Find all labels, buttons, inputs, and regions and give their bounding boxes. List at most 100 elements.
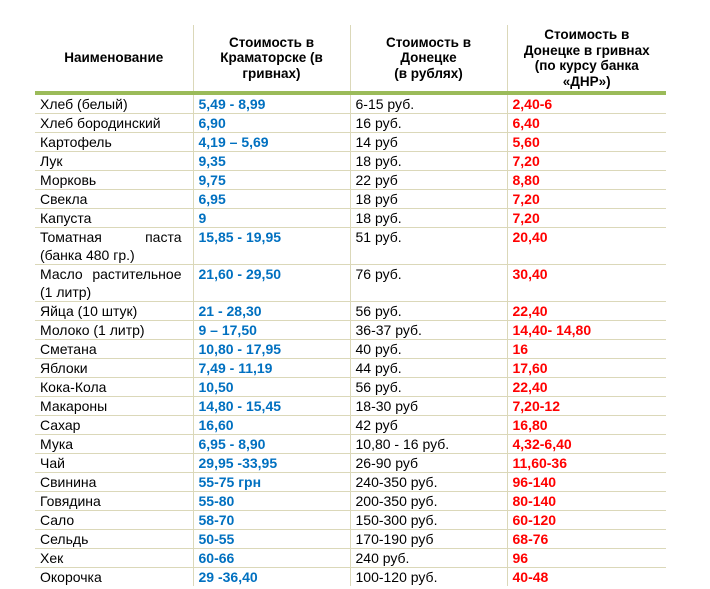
donetsk-uah-price-cell: 80-140 (507, 491, 666, 511)
product-name-cell: Капуста (35, 208, 194, 228)
product-name-cell: Мука (35, 434, 194, 454)
kramatorsk-price-cell: 6,90 (193, 113, 351, 133)
donetsk-rub-price-cell: 16 руб. (350, 113, 508, 133)
kramatorsk-price-cell: 10,50 (193, 377, 351, 397)
donetsk-rub-price-cell: 10,80 - 16 руб. (350, 434, 508, 454)
donetsk-rub-price-cell: 200-350 руб. (350, 491, 508, 511)
product-name-cell: Молоко (1 литр) (35, 320, 194, 340)
product-name-cell: Чай (35, 453, 194, 473)
header-row: Наименование Стоимость в Краматорске (в … (35, 25, 666, 95)
donetsk-uah-price-cell: 22,40 (507, 301, 666, 321)
product-name-cell: Масло растительное (1 литр) (35, 264, 194, 302)
table-row: Сметана 10,80 - 17,95 40 руб. 16 (35, 339, 666, 359)
product-name-cell: Сало (35, 510, 194, 530)
kramatorsk-price-cell: 9,35 (193, 151, 351, 171)
header-kramatorsk-price: Стоимость в Краматорске (в гривнах) (193, 25, 351, 95)
product-name-cell: Свекла (35, 189, 194, 209)
kramatorsk-price-cell: 50-55 (193, 529, 351, 549)
donetsk-rub-price-cell: 150-300 руб. (350, 510, 508, 530)
table-row: Хлеб бородинский 6,90 16 руб. 6,40 (35, 113, 666, 133)
product-name-cell: Хлеб бородинский (35, 113, 194, 133)
kramatorsk-price-cell: 10,80 - 17,95 (193, 339, 351, 359)
donetsk-uah-price-cell: 68-76 (507, 529, 666, 549)
donetsk-rub-price-cell: 18 руб. (350, 208, 508, 228)
header-donetsk-rub-price: Стоимость в Донецке (в рублях) (350, 25, 508, 95)
donetsk-uah-price-cell: 7,20 (507, 151, 666, 171)
table-row: Макароны 14,80 - 15,45 18-30 руб 7,20-12 (35, 396, 666, 416)
product-name-cell: Лук (35, 151, 194, 171)
donetsk-uah-price-cell: 22,40 (507, 377, 666, 397)
donetsk-uah-price-cell: 14,40- 14,80 (507, 320, 666, 340)
table-row: Молоко (1 литр) 9 – 17,50 36-37 руб. 14,40-… (35, 320, 666, 340)
table-row: Чай 29,95 -33,95 26-90 руб 11,60-36 (35, 453, 666, 473)
kramatorsk-price-cell: 55-75 грн (193, 472, 351, 492)
table-row: Окорочка 29 -36,40 100-120 руб. 40-48 (35, 567, 666, 586)
donetsk-rub-price-cell: 51 руб. (350, 227, 508, 265)
donetsk-uah-price-cell: 8,80 (507, 170, 666, 190)
product-name-cell: Сахар (35, 415, 194, 435)
donetsk-uah-price-cell: 40-48 (512, 569, 549, 585)
donetsk-rub-price-cell: 18-30 руб (350, 396, 508, 416)
donetsk-rub-price-cell: 36-37 руб. (350, 320, 508, 340)
donetsk-uah-price-cell: 7,20 (507, 189, 666, 209)
product-name-cell: Сельдь (35, 529, 194, 549)
donetsk-uah-price-cell: 2,40-6 (507, 93, 666, 114)
product-name-cell: Томатная паста (банка 480 гр.) (35, 227, 194, 265)
kramatorsk-price-cell: 60-66 (193, 548, 351, 568)
donetsk-rub-price-cell: 6-15 руб. (350, 93, 508, 114)
kramatorsk-price-cell: 7,49 - 11,19 (193, 358, 351, 378)
product-name-cell: Окорочка (35, 567, 194, 586)
donetsk-rub-price-cell: 14 руб (350, 132, 508, 152)
donetsk-uah-price-cell: 96 (507, 548, 666, 568)
donetsk-uah-price-cell: 7,20 (507, 208, 666, 228)
kramatorsk-price-cell: 9,75 (193, 170, 351, 190)
product-name-cell: Картофель (35, 132, 194, 152)
kramatorsk-price-cell: 21,60 - 29,50 (193, 264, 351, 302)
table-row: Морковь 9,75 22 руб 8,80 (35, 170, 666, 190)
product-name-cell: Свинина (35, 472, 194, 492)
donetsk-rub-price-cell: 40 руб. (350, 339, 508, 359)
product-name-cell: Кока-Кола (35, 377, 194, 397)
product-name-cell: Хлеб (белый) (35, 93, 194, 114)
donetsk-rub-price-cell: 44 руб. (350, 358, 508, 378)
donetsk-rub-price-cell: 22 руб (350, 170, 508, 190)
donetsk-rub-price-cell: 56 руб. (350, 301, 508, 321)
table-row: Сахар 16,60 42 руб 16,80 (35, 415, 666, 435)
product-name-cell: Сметана (35, 339, 194, 359)
table-row: Свинина 55-75 грн 240-350 руб. 96-140 (35, 472, 666, 492)
kramatorsk-price-cell: 6,95 (193, 189, 351, 209)
donetsk-uah-price-cell: 96-140 (507, 472, 666, 492)
header-donetsk-uah-price: Стоимость в Донецке в гривнах (по курсу … (507, 25, 666, 95)
donetsk-rub-price-cell: 240 руб. (350, 548, 508, 568)
kramatorsk-price-cell: 4,19 – 5,69 (193, 132, 351, 152)
donetsk-uah-price-cell: 30,40 (507, 264, 666, 302)
donetsk-rub-price-cell: 56 руб. (350, 377, 508, 397)
table-row: Хлеб (белый) 5,49 - 8,99 6-15 руб. 2,40-6 (35, 93, 666, 114)
price-comparison-table: Наименование Стоимость в Краматорске (в … (35, 25, 666, 586)
donetsk-rub-price-cell: 18 руб (350, 189, 508, 209)
table-row: Хек 60-66 240 руб. 96 (35, 548, 666, 568)
donetsk-uah-price-cell: 7,20-12 (507, 396, 666, 416)
product-name-cell: Макароны (35, 396, 194, 416)
kramatorsk-price-cell: 14,80 - 15,45 (193, 396, 351, 416)
donetsk-rub-price-cell: 18 руб. (350, 151, 508, 171)
table-row: Мука 6,95 - 8,90 10,80 - 16 руб. 4,32-6,40 (35, 434, 666, 454)
table-row: Яйца (10 штук) 21 - 28,30 56 руб. 22,40 (35, 301, 666, 321)
product-name-cell: Говядина (35, 491, 194, 511)
kramatorsk-price-cell: 29,95 -33,95 (193, 453, 351, 473)
kramatorsk-price-cell: 15,85 - 19,95 (193, 227, 351, 265)
donetsk-rub-price-cell: 76 руб. (350, 264, 508, 302)
product-name-cell: Яйца (10 штук) (35, 301, 194, 321)
product-name-cell: Яблоки (35, 358, 194, 378)
table-row: Свекла 6,95 18 руб 7,20 (35, 189, 666, 209)
kramatorsk-price-cell: 9 – 17,50 (193, 320, 351, 340)
table-header: Наименование Стоимость в Краматорске (в … (35, 25, 666, 95)
table-row: Сало 58-70 150-300 руб. 60-120 (35, 510, 666, 530)
donetsk-rub-price-cell: 26-90 руб (350, 453, 508, 473)
header-product-name: Наименование (35, 25, 194, 95)
donetsk-rub-price-cell: 170-190 руб (350, 529, 508, 549)
price-table-body: Хлеб (белый) 5,49 - 8,99 6-15 руб. 2,40-6 Хл… (35, 93, 666, 586)
kramatorsk-price-cell: 55-80 (193, 491, 351, 511)
donetsk-uah-price-cell: 16 (507, 339, 666, 359)
